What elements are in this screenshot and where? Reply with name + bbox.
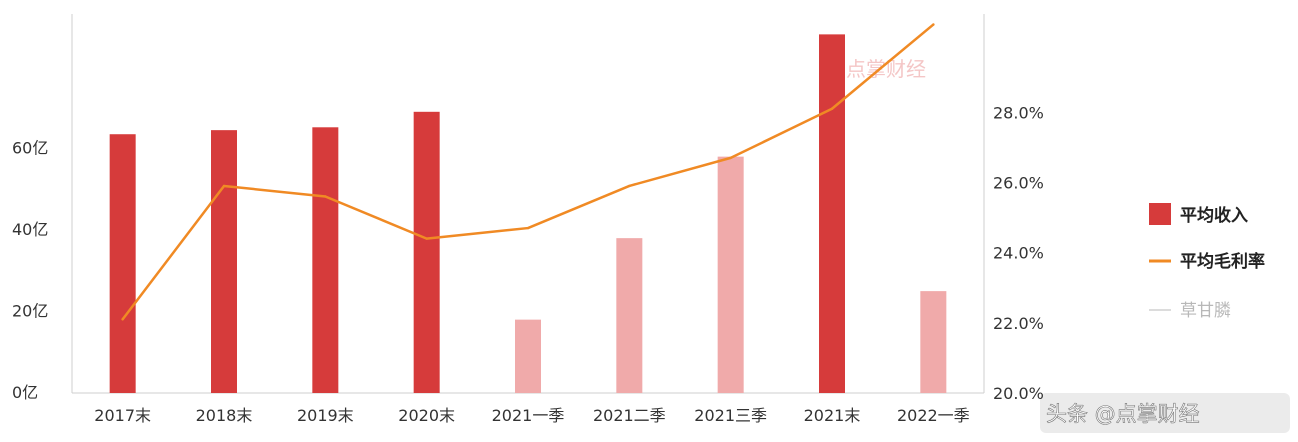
bar	[109, 134, 136, 393]
line-point	[830, 107, 834, 110]
bar	[717, 156, 744, 393]
x-tick-label: 2021末	[804, 406, 861, 425]
x-tick-label: 2017末	[94, 406, 151, 425]
y-right-tick-label: 20.0%	[993, 384, 1044, 403]
bar	[312, 127, 339, 393]
x-ticks: 2017末 2018末 2019末 2020末 2021一季 2021二季 2021三季 20…	[94, 406, 969, 425]
x-tick-label: 2022一季	[897, 406, 970, 425]
bar	[616, 238, 643, 393]
y-right-ticks: 20.0% 22.0% 24.0% 26.0% 28.0%	[993, 103, 1044, 403]
x-tick-label: 2021二季	[593, 406, 666, 425]
line-point	[526, 226, 530, 230]
line-path	[121, 23, 935, 321]
legend-swatch-bar	[1149, 203, 1171, 225]
y-left-tick-label: 40亿	[12, 220, 48, 239]
y-left-tick-label: 20亿	[12, 301, 48, 320]
y-left-tick-label: 60亿	[12, 138, 48, 157]
credit-shadow	[1040, 393, 1290, 433]
legend-label-margin: 平均毛利率	[1180, 251, 1265, 272]
bar	[515, 319, 541, 393]
legend-label-revenue: 平均收入	[1180, 205, 1248, 226]
line-point	[425, 237, 428, 240]
y-right-tick-label: 22.0%	[993, 314, 1044, 333]
watermark-text: 点掌财经	[846, 57, 926, 81]
bar	[819, 34, 845, 393]
y-right-tick-label: 26.0%	[993, 173, 1044, 192]
line-point	[121, 318, 124, 321]
y-left-tick-label: 0亿	[12, 383, 38, 402]
x-tick-label: 2019末	[297, 406, 354, 425]
y-right-tick-label: 28.0%	[993, 103, 1044, 122]
bar	[211, 130, 237, 394]
line-point	[222, 184, 226, 188]
bar-series	[109, 34, 947, 394]
legend: 平均收入 平均毛利率 草甘膦	[1149, 203, 1265, 321]
line-point	[324, 195, 327, 198]
line-point	[729, 156, 732, 160]
line-point	[932, 23, 935, 26]
x-tick-label: 2018末	[196, 406, 253, 425]
x-tick-label: 2021一季	[492, 406, 565, 425]
credit-text: 头条 @点掌财经	[1046, 402, 1200, 426]
legend-label-extra: 草甘膦	[1180, 301, 1231, 321]
x-tick-label: 2021三季	[694, 406, 767, 425]
bar	[920, 291, 947, 393]
line-series	[121, 23, 935, 321]
line-point	[628, 184, 631, 188]
x-tick-label: 2020末	[398, 406, 455, 425]
bar	[413, 111, 440, 393]
y-left-ticks: 0亿 20亿 40亿 60亿	[12, 138, 48, 402]
y-right-tick-label: 24.0%	[993, 244, 1044, 263]
